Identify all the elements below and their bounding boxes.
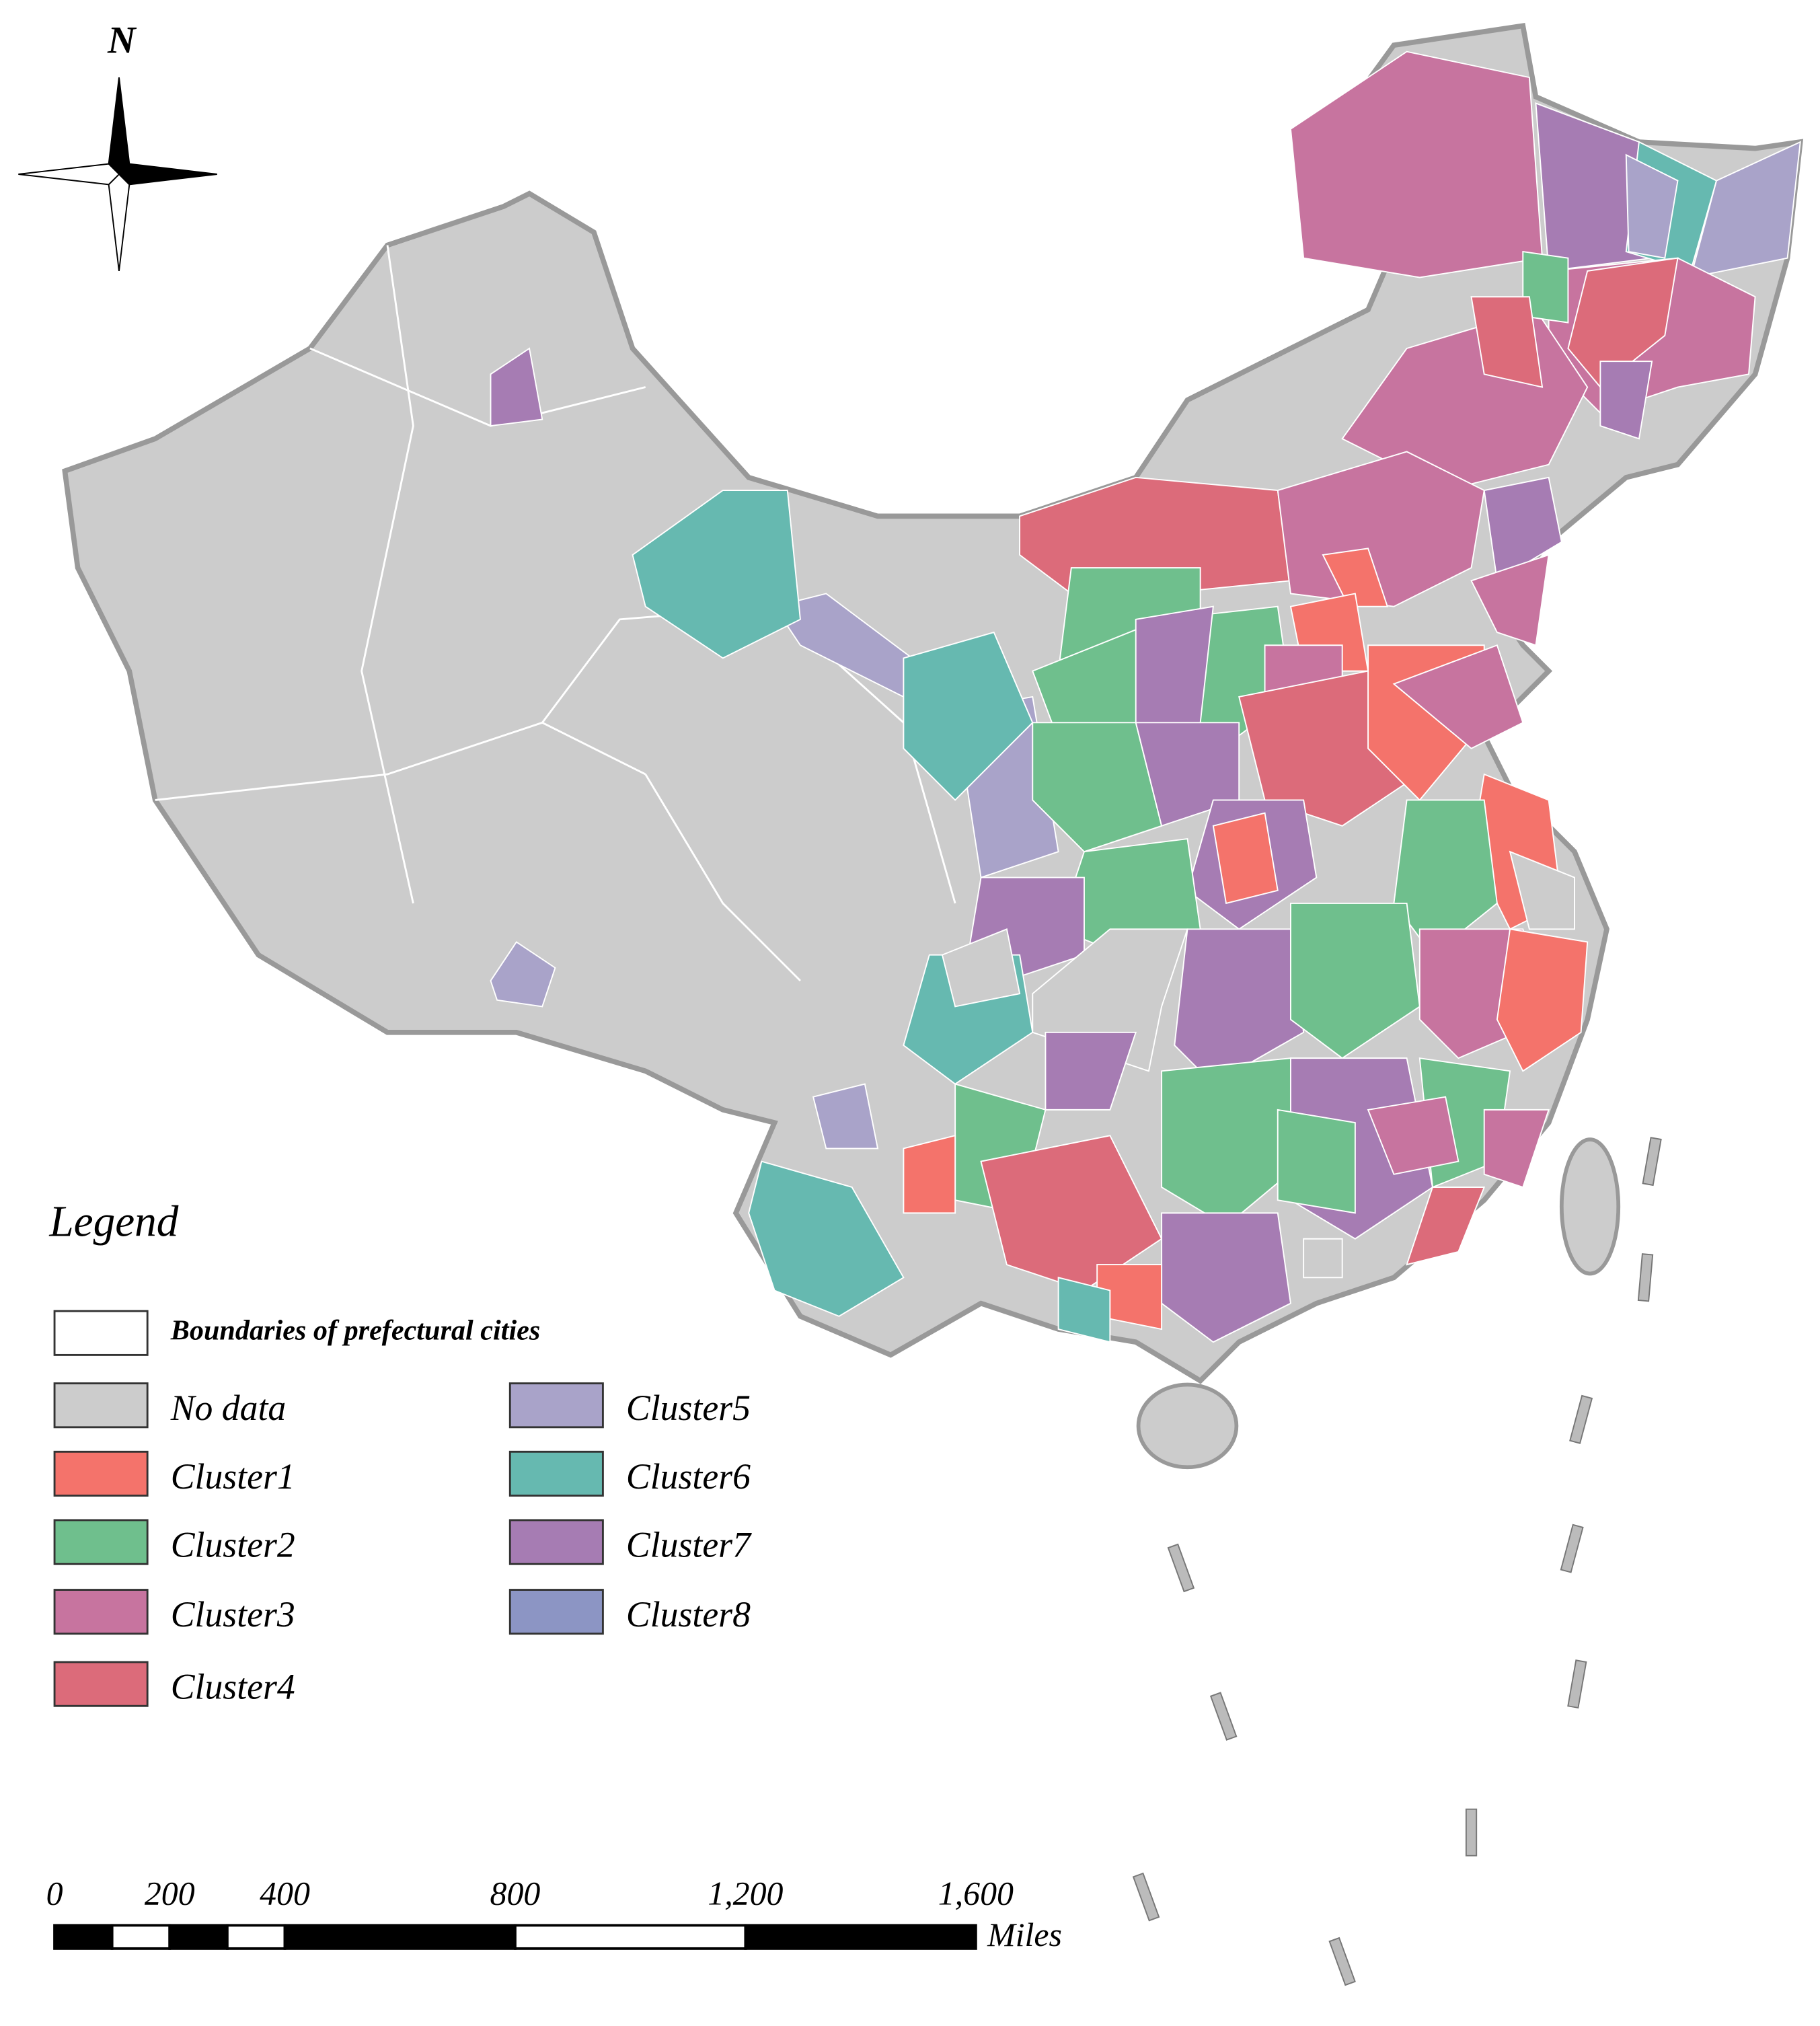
region xyxy=(1625,153,1679,259)
scale-segment xyxy=(53,1924,114,1950)
legend-swatch xyxy=(508,1589,604,1635)
region xyxy=(1212,812,1279,905)
region xyxy=(1161,1057,1305,1227)
region xyxy=(490,347,543,427)
scale-segment xyxy=(283,1924,517,1950)
region xyxy=(1057,1277,1111,1343)
legend-label: Cluster2 xyxy=(171,1524,295,1565)
legend-swatch xyxy=(53,1589,149,1635)
boundary-dash xyxy=(1642,1137,1662,1187)
region xyxy=(1303,1238,1343,1279)
region xyxy=(490,941,556,1008)
region xyxy=(1032,722,1163,853)
region xyxy=(1277,1109,1356,1214)
region xyxy=(1496,928,1589,1072)
boundary-dash xyxy=(1560,1524,1584,1573)
region xyxy=(941,928,1021,1008)
region xyxy=(1174,928,1305,1085)
region xyxy=(1483,476,1562,582)
scale-segment xyxy=(225,1924,287,1950)
boundary-dash xyxy=(1569,1394,1593,1444)
scale-segment xyxy=(744,1924,977,1950)
legend-label: Cluster4 xyxy=(171,1667,295,1707)
arrow-north xyxy=(108,77,130,176)
region xyxy=(1509,850,1575,930)
boundary-dash xyxy=(1465,1808,1478,1856)
region xyxy=(632,490,801,659)
scale-unit: Miles xyxy=(987,1916,1062,1953)
island xyxy=(1559,1137,1621,1276)
regions xyxy=(490,50,1801,1343)
region xyxy=(903,1135,956,1214)
boundary-dash xyxy=(1567,1659,1587,1709)
north-label: N xyxy=(107,19,137,61)
legend-swatch xyxy=(508,1450,604,1497)
region xyxy=(748,1160,905,1317)
region xyxy=(1470,554,1550,646)
scale-label: 1,200 xyxy=(708,1875,783,1912)
island xyxy=(1136,1382,1239,1470)
legend-swatch xyxy=(53,1382,149,1429)
legend-swatch xyxy=(53,1450,149,1497)
arrow-east xyxy=(118,163,217,186)
boundary-dash xyxy=(1209,1692,1238,1741)
boundary-dash xyxy=(1132,1872,1160,1922)
boundary-dash xyxy=(1637,1253,1654,1302)
region xyxy=(1289,902,1420,1059)
legend-label: Cluster7 xyxy=(626,1524,752,1565)
legend: Boundaries of prefectural cities No data C… xyxy=(53,1310,752,1707)
region xyxy=(1483,1109,1550,1189)
legend-title: Legend xyxy=(48,1198,178,1246)
boundary-dash xyxy=(1167,1543,1195,1593)
region xyxy=(1406,1187,1486,1266)
legend-label: Cluster1 xyxy=(171,1456,295,1497)
legend-label: Cluster8 xyxy=(626,1594,751,1635)
region xyxy=(1690,141,1801,278)
arrow-west xyxy=(18,163,120,186)
region xyxy=(1367,1096,1459,1175)
region xyxy=(1135,605,1214,737)
boundary-line xyxy=(644,774,801,982)
scale-segment xyxy=(168,1924,229,1950)
scale-label: 0 xyxy=(46,1875,63,1912)
scale-label: 200 xyxy=(145,1875,195,1912)
north-arrow: N xyxy=(18,19,217,271)
legend-swatch xyxy=(53,1519,149,1565)
scale-segment xyxy=(514,1924,747,1950)
region xyxy=(1392,644,1524,749)
region xyxy=(903,631,1034,801)
legend-label: No data xyxy=(170,1388,287,1428)
region xyxy=(1019,476,1292,595)
legend-label: Cluster3 xyxy=(171,1594,295,1635)
legend-label: Cluster5 xyxy=(626,1388,751,1428)
legend-swatch xyxy=(53,1661,149,1707)
boundary-line xyxy=(155,721,646,801)
legend-label: Boundaries of prefectural cities xyxy=(170,1314,541,1346)
region xyxy=(1599,361,1653,440)
region xyxy=(1289,50,1544,278)
arrow-south xyxy=(108,173,130,271)
region xyxy=(1470,296,1544,388)
scale-bar: 0 200 400 800 1,200 1,600 Miles xyxy=(46,1875,1062,1953)
boundary-line xyxy=(361,245,414,904)
scale-segment xyxy=(110,1924,172,1950)
region xyxy=(812,1083,879,1150)
legend-label: Cluster6 xyxy=(626,1456,751,1497)
scale-label: 400 xyxy=(260,1875,310,1912)
legend-swatch xyxy=(508,1519,604,1565)
region xyxy=(1322,548,1389,607)
region xyxy=(1522,250,1569,324)
boundary-dash xyxy=(1328,1937,1356,1986)
scale-label: 1,600 xyxy=(938,1875,1014,1912)
legend-swatch xyxy=(508,1382,604,1429)
legend-swatch xyxy=(53,1310,149,1356)
region xyxy=(1045,1031,1137,1111)
scale-label: 800 xyxy=(490,1875,541,1912)
